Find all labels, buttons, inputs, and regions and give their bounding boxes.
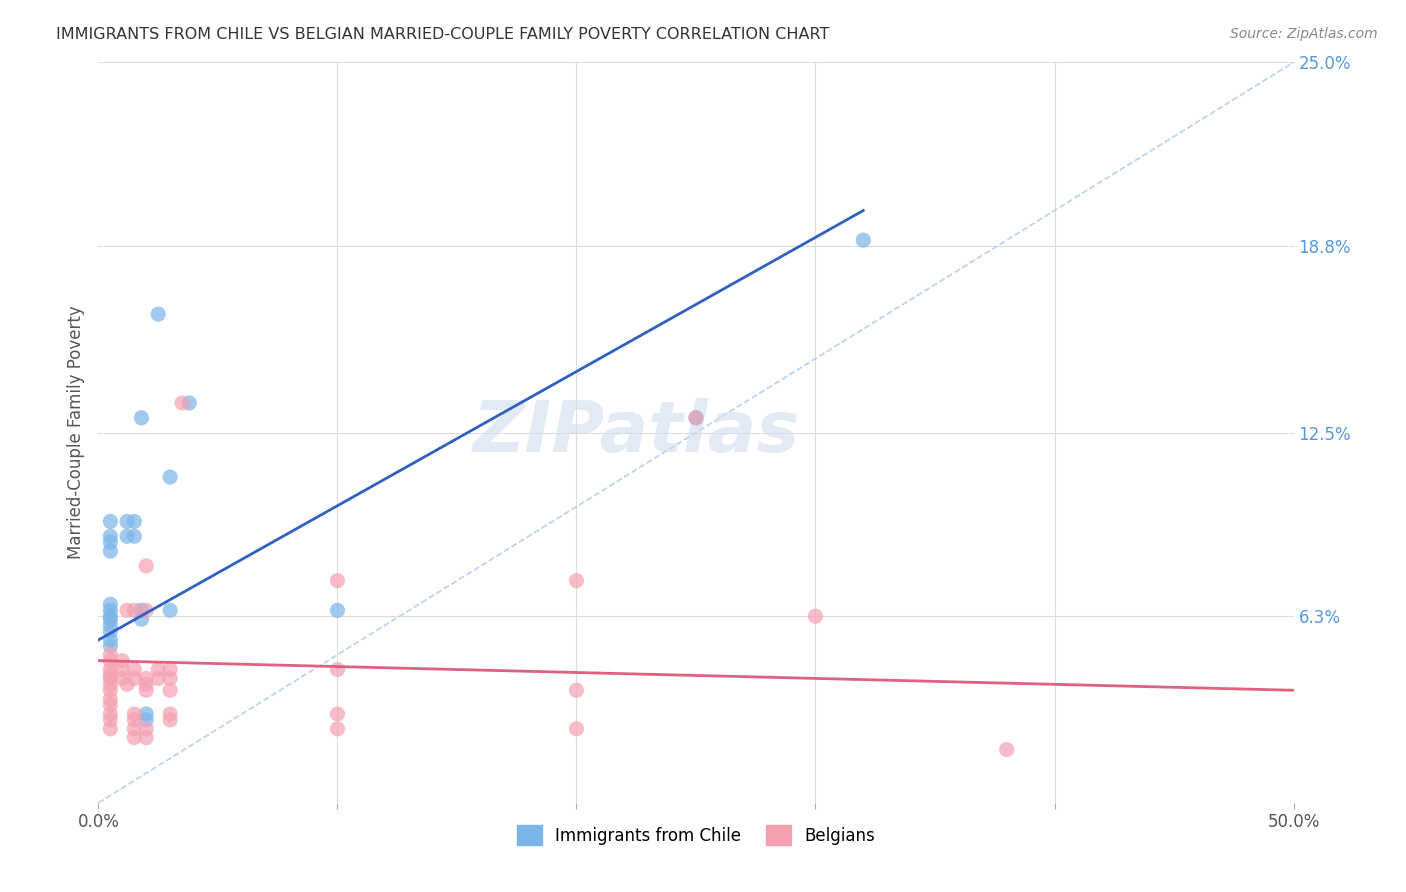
Point: [326, 603, 349, 617]
Point: [115, 677, 138, 691]
Text: IMMIGRANTS FROM CHILE VS BELGIAN MARRIED-COUPLE FAMILY POVERTY CORRELATION CHART: IMMIGRANTS FROM CHILE VS BELGIAN MARRIED…: [56, 27, 830, 42]
Point: [159, 663, 181, 677]
Point: [685, 410, 707, 425]
Point: [115, 603, 138, 617]
Point: [111, 672, 134, 686]
Point: [135, 672, 157, 686]
Point: [98, 535, 122, 549]
Point: [98, 648, 122, 662]
Point: [98, 654, 122, 668]
Point: [565, 722, 588, 736]
Text: ZIPatlas: ZIPatlas: [472, 398, 800, 467]
Point: [148, 307, 170, 321]
Point: [148, 672, 170, 686]
Point: [179, 396, 201, 410]
Point: [565, 683, 588, 698]
Point: [326, 663, 349, 677]
Point: [124, 713, 146, 727]
Point: [159, 672, 181, 686]
Point: [135, 713, 157, 727]
Point: [98, 698, 122, 712]
Point: [98, 544, 122, 558]
Point: [685, 410, 707, 425]
Point: [98, 632, 122, 647]
Point: [852, 233, 875, 247]
Point: [135, 683, 157, 698]
Point: [98, 529, 122, 543]
Point: [159, 713, 181, 727]
Point: [98, 713, 122, 727]
Point: [98, 609, 122, 624]
Point: [159, 683, 181, 698]
Point: [124, 722, 146, 736]
Point: [98, 683, 122, 698]
Point: [326, 706, 349, 721]
Point: [804, 609, 827, 624]
Point: [124, 672, 146, 686]
Point: [135, 731, 157, 745]
Point: [159, 470, 181, 484]
Point: [159, 706, 181, 721]
Point: [98, 598, 122, 612]
Legend: Immigrants from Chile, Belgians: Immigrants from Chile, Belgians: [509, 817, 883, 854]
Point: [131, 612, 153, 626]
Point: [124, 515, 146, 529]
Point: [98, 663, 122, 677]
Point: [565, 574, 588, 588]
Point: [326, 722, 349, 736]
Point: [98, 677, 122, 691]
Point: [111, 654, 134, 668]
Point: [131, 410, 153, 425]
Point: [98, 612, 122, 626]
Point: [98, 668, 122, 682]
Point: [98, 706, 122, 721]
Point: [111, 663, 134, 677]
Point: [995, 742, 1018, 756]
Point: [98, 603, 122, 617]
Point: [131, 603, 153, 617]
Point: [98, 515, 122, 529]
Text: Source: ZipAtlas.com: Source: ZipAtlas.com: [1230, 27, 1378, 41]
Point: [135, 558, 157, 573]
Point: [159, 603, 181, 617]
Point: [326, 574, 349, 588]
Point: [124, 706, 146, 721]
Point: [115, 515, 138, 529]
Point: [124, 663, 146, 677]
Point: [124, 731, 146, 745]
Point: [98, 672, 122, 686]
Point: [135, 722, 157, 736]
Point: [115, 529, 138, 543]
Point: [135, 706, 157, 721]
Point: [124, 603, 146, 617]
Point: [135, 677, 157, 691]
Point: [98, 618, 122, 632]
Point: [98, 639, 122, 653]
Point: [98, 692, 122, 706]
Point: [98, 624, 122, 638]
Point: [148, 663, 170, 677]
Point: [124, 529, 146, 543]
Point: [98, 722, 122, 736]
Point: [172, 396, 194, 410]
Y-axis label: Married-Couple Family Poverty: Married-Couple Family Poverty: [66, 306, 84, 559]
Point: [135, 603, 157, 617]
